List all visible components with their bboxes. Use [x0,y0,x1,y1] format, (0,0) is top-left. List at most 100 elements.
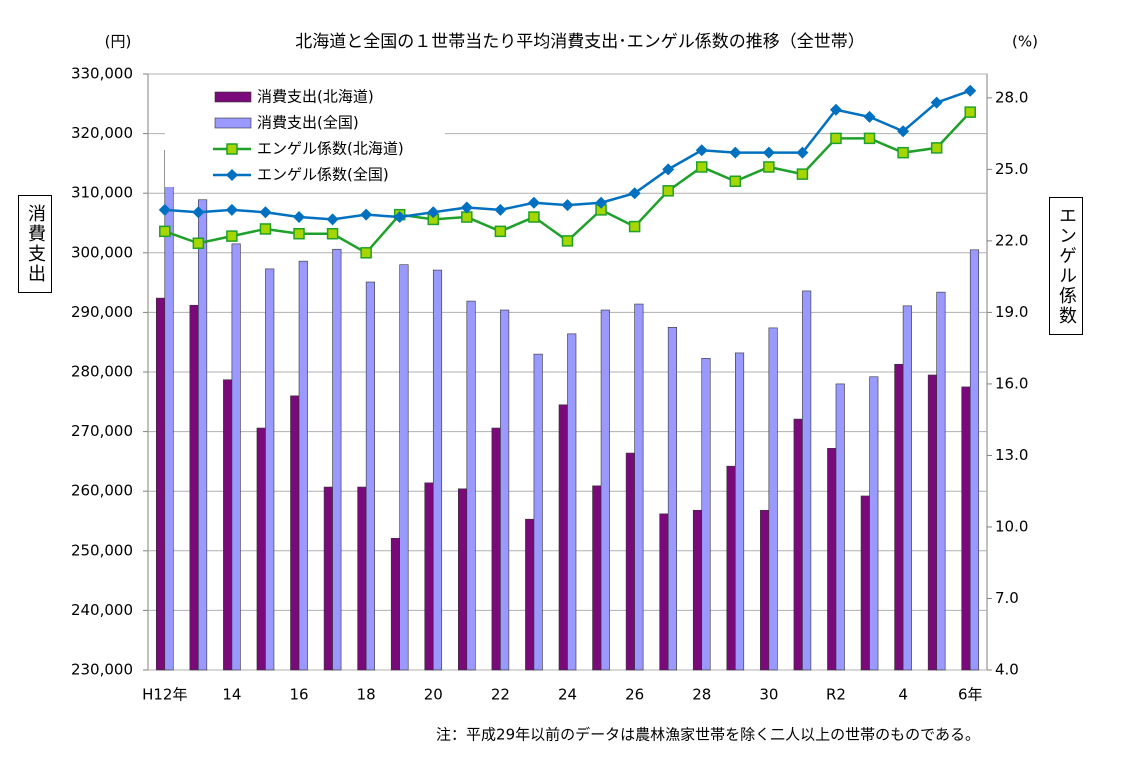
bar [525,518,535,671]
marker [393,211,406,224]
marker [561,235,574,247]
bar [600,309,610,671]
x-tick-label: 18 [357,686,376,704]
bar [659,513,669,671]
legend: 消費支出(北海道) 消費支出(全国) エンゲル係数(北海道) エンゲル係数(全国) [165,83,445,187]
bar [634,303,644,671]
bar [533,353,543,671]
marker [964,84,977,97]
marker [494,203,507,216]
marker [427,206,440,219]
y-tick-label: 280,000 [71,363,133,381]
marker [829,103,842,116]
bar [835,383,845,671]
x-tick-label: 26 [625,686,644,704]
marker [695,161,708,173]
marker [628,187,641,200]
marker [192,206,205,219]
marker [930,142,943,154]
y-tick-label: 330,000 [71,65,133,83]
marker [964,106,976,118]
marker [259,223,272,235]
bar [155,297,166,671]
bar [500,309,510,671]
x-tick-label: 16 [289,686,308,704]
note: 注：平成29年以前のデータは農林漁家世帯を除く二人以上の世帯のものである。 [436,726,980,744]
marker [226,230,238,242]
y-tick-label: 250,000 [71,541,133,559]
x-tick-label: 22 [491,686,510,704]
bar [894,363,904,671]
marker [662,185,674,197]
marker [863,110,876,123]
y-axis-label: 消費支出 [18,195,52,293]
x-tick-label: 4 [898,686,908,704]
y2-tick-label: 28.0 [995,88,1028,106]
y-tick-label: 290,000 [71,303,133,321]
x-tick-label: H12年 [142,686,187,704]
marker [461,211,473,223]
bar [323,486,333,671]
bar [357,486,367,671]
x-tick-label: 30 [759,686,778,704]
bar [332,248,342,671]
marker [863,132,876,145]
marker [830,132,842,145]
legend-label: エンゲル係数(北海道) [257,140,404,158]
marker [595,196,608,209]
bar [902,305,912,671]
bar [592,485,602,671]
bar [701,357,711,671]
marker [293,211,306,224]
y-unit: (円) [105,33,132,51]
chart-title: 北海道と全国の１世帯当たり平均消費支出･エンゲル係数の推移（全世帯） [295,32,865,52]
bar [256,427,266,671]
x-tick-label: 24 [558,686,577,704]
y2-unit: (%) [1012,33,1038,51]
legend-box [165,83,445,187]
marker [796,168,809,180]
marker [762,146,775,159]
bar [491,427,501,671]
bar [265,268,275,671]
marker [259,206,272,219]
x-tick-label: 20 [424,686,443,704]
marker [527,196,540,209]
marker [897,125,910,138]
marker [159,225,171,238]
bar [827,447,837,671]
marker [729,146,742,159]
marker [360,247,372,259]
x-tick-label: 28 [692,686,711,704]
y2-tick-label: 22.0 [995,231,1028,249]
bar [726,465,736,671]
bar [558,404,568,671]
marker [360,208,373,221]
y-tick-label: 300,000 [71,243,133,261]
legend-marker [226,143,238,155]
bar [466,300,476,671]
y2-tick-label: 19.0 [995,303,1028,321]
y2-tick-label: 4.0 [995,661,1019,679]
bar [667,326,677,671]
bar [290,395,300,671]
bar [927,374,937,671]
bar [567,333,577,671]
y2-tick-label: 16.0 [995,374,1028,392]
y2-axis-label: エンゲル係数 [1049,197,1083,335]
y-tick-label: 260,000 [71,482,133,500]
marker [460,201,473,214]
bar [365,281,375,671]
y2-tick-label: 7.0 [995,589,1019,607]
bar [969,249,980,671]
bar [860,495,870,671]
y2-tick-label: 13.0 [995,446,1028,464]
marker [494,225,507,238]
y2-tick-label: 25.0 [995,160,1028,178]
marker [628,220,641,233]
bar [802,290,812,671]
bar [189,304,199,671]
bar [432,269,443,671]
marker [763,161,775,173]
bar [198,199,208,671]
